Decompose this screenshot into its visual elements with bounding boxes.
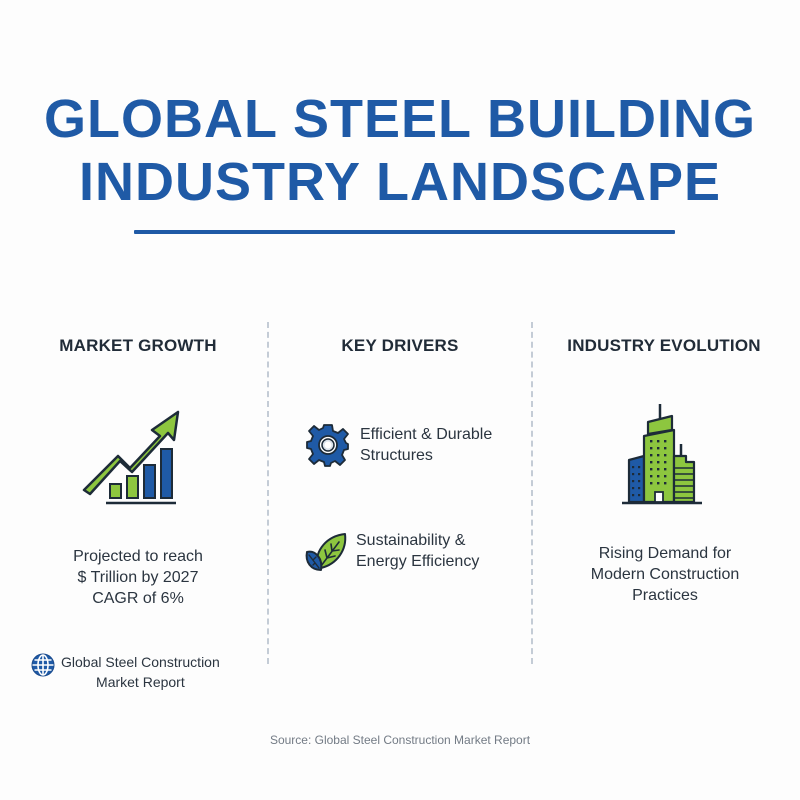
- growth-chart-icon: [82, 410, 180, 505]
- title-underline: [134, 230, 675, 234]
- report-line-2: Market Report: [96, 674, 185, 690]
- column-divider-2: [531, 322, 533, 664]
- page-title: GLOBAL STEEL BUILDING INDUSTRY LANDSCAPE: [0, 88, 800, 214]
- evolution-line-1: Rising Demand for: [598, 545, 732, 562]
- market-growth-line-2: $ Trillion by 2027: [77, 569, 199, 586]
- driver-item-sustainability: Sustainability & Energy Efficiency: [302, 528, 479, 574]
- gear-icon: [306, 424, 349, 467]
- report-line-1: Global Steel Construction: [61, 654, 220, 670]
- evolution-line-3: Practices: [632, 587, 698, 604]
- evolution-line-2: Modern Construction: [590, 566, 740, 583]
- column-divider-1: [267, 322, 269, 664]
- buildings-icon: [622, 404, 702, 505]
- industry-evolution-heading: INDUSTRY EVOLUTION: [567, 336, 761, 355]
- market-report-reference: Global Steel Construction Market Report: [30, 652, 220, 692]
- driver-item-durable-structures: Efficient & Durable Structures: [305, 422, 492, 468]
- driver-2-line-1: Sustainability &: [356, 532, 466, 549]
- title-line-1: GLOBAL STEEL BUILDING: [43, 89, 757, 149]
- title-line-2: INDUSTRY LANDSCAPE: [78, 152, 722, 212]
- driver-1-line-1: Efficient & Durable: [360, 426, 493, 443]
- market-growth-heading: MARKET GROWTH: [59, 336, 217, 355]
- key-drivers-heading: KEY DRIVERS: [341, 336, 459, 355]
- driver-1-line-2: Structures: [360, 447, 433, 464]
- globe-icon: [31, 653, 55, 677]
- market-growth-text: Projected to reach $ Trillion by 2027 CA…: [30, 546, 246, 609]
- leaf-icon: [305, 533, 347, 571]
- market-growth-line-3: CAGR of 6%: [92, 590, 184, 607]
- driver-2-line-2: Energy Efficiency: [356, 553, 480, 570]
- source-note: Source: Global Steel Construction Market…: [269, 733, 531, 747]
- industry-evolution-text: Rising Demand for Modern Construction Pr…: [545, 543, 785, 606]
- market-growth-line-1: Projected to reach: [73, 548, 203, 565]
